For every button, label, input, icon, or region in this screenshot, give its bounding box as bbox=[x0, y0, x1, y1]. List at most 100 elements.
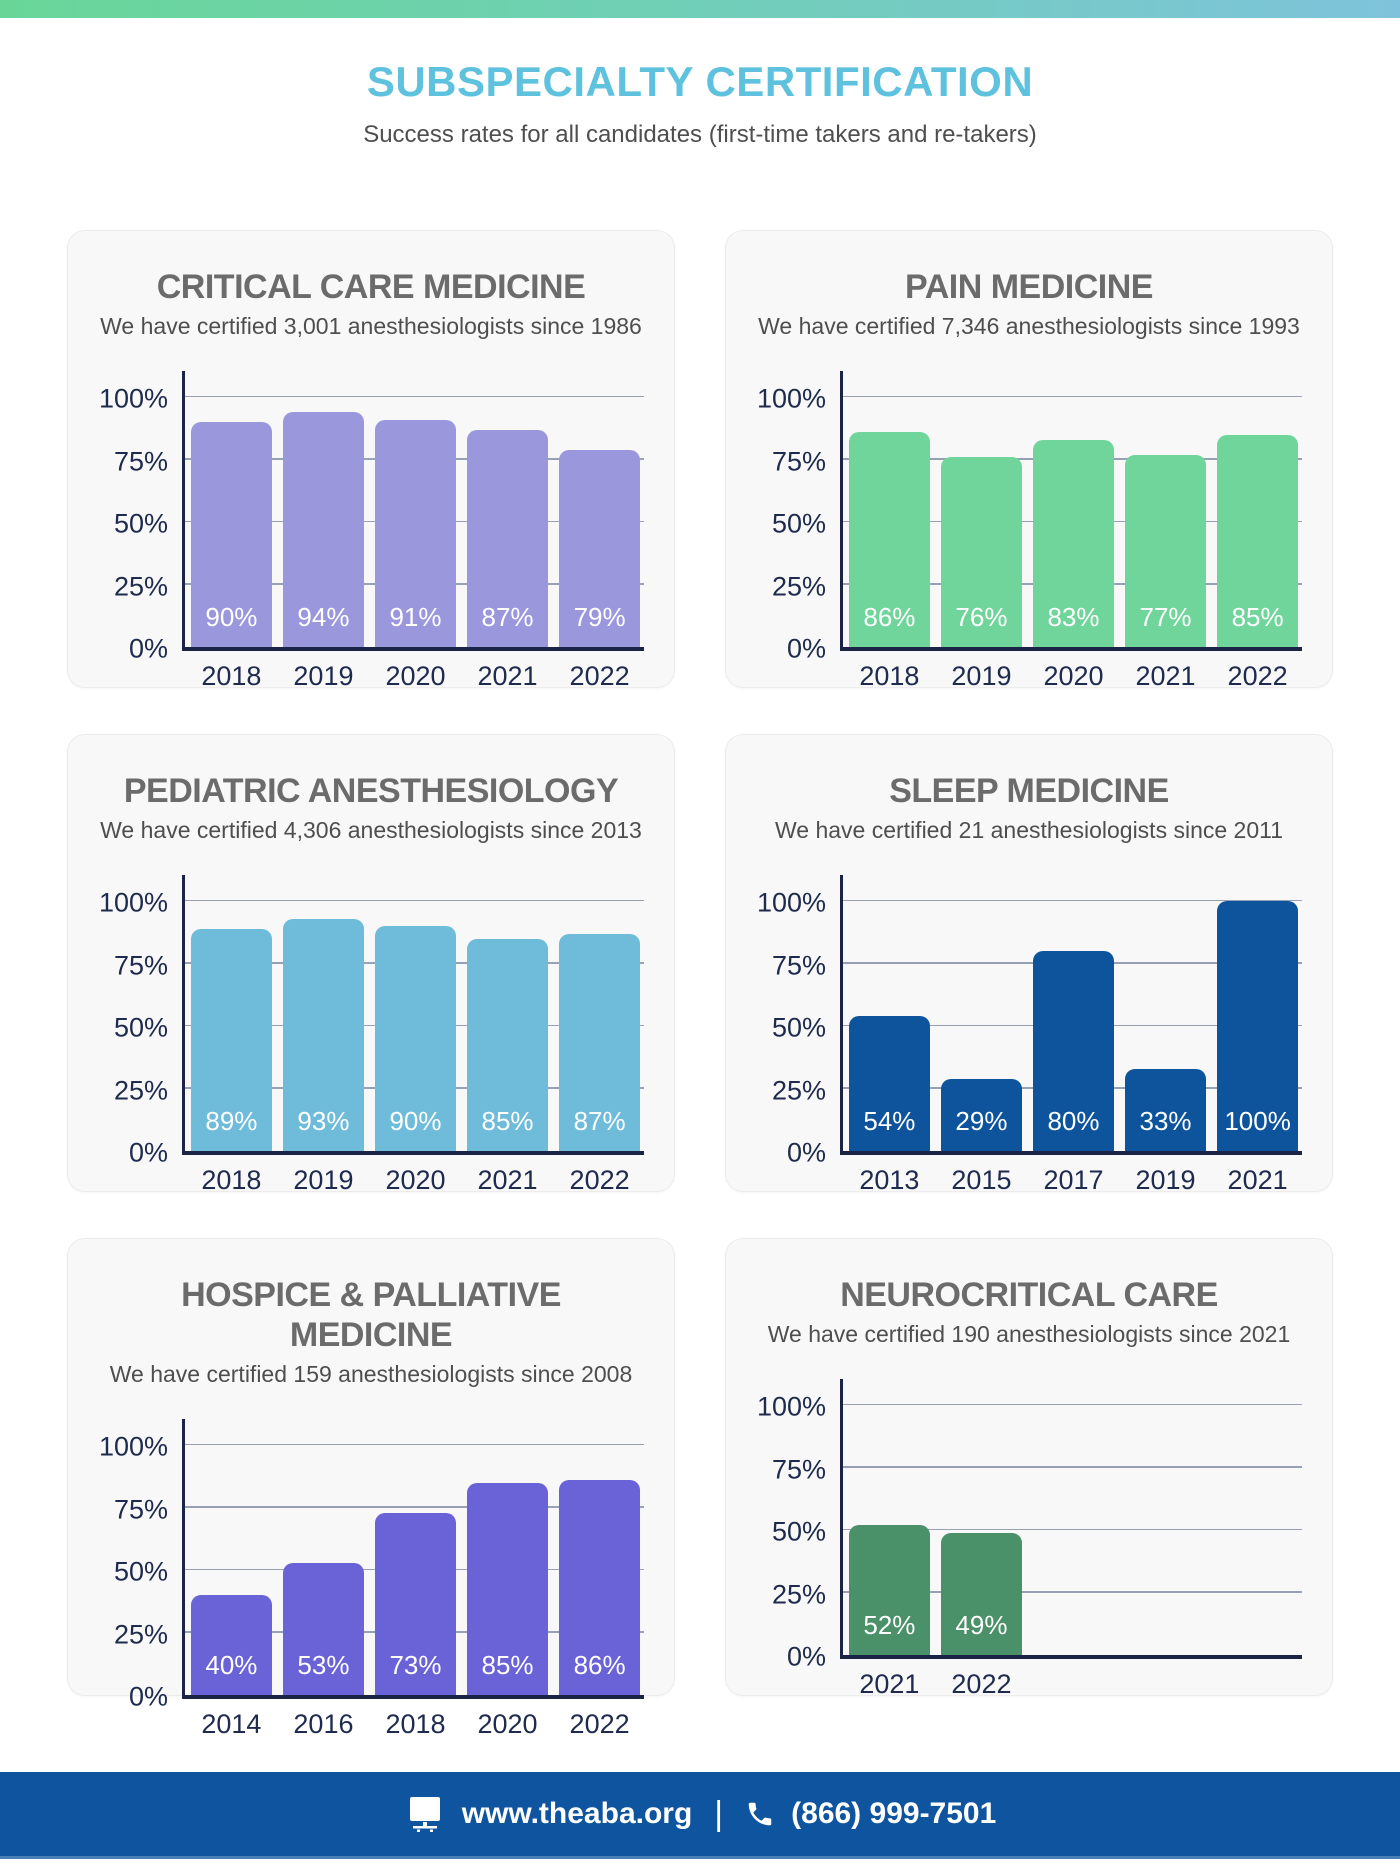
gridline bbox=[185, 1443, 644, 1445]
gridline bbox=[843, 1591, 1302, 1593]
bar-slot: 85% bbox=[467, 1482, 548, 1695]
bars-group: 54% 29% 80% 33% 100% bbox=[849, 875, 1298, 1151]
bar-2020: 85% bbox=[467, 1482, 548, 1695]
bars-group: 89% 93% 90% 85% 87% bbox=[191, 875, 640, 1151]
x-axis-label-2022: 2022 bbox=[1227, 661, 1288, 691]
bar-2013: 54% bbox=[849, 1016, 930, 1151]
y-axis: 100% 75% 50% 25% 0% bbox=[756, 875, 840, 1168]
y-tick-label: 100% bbox=[756, 383, 826, 414]
bar-value-label: 86% bbox=[863, 602, 916, 632]
y-axis: 100% 75% 50% 25% 0% bbox=[98, 875, 182, 1168]
bar-slot: 94% bbox=[283, 412, 364, 647]
bar-value-label: 80% bbox=[1047, 1106, 1100, 1136]
y-tick-label: 100% bbox=[98, 1431, 168, 1462]
x-axis-label-2021: 2021 bbox=[859, 1669, 920, 1699]
y-tick-label: 0% bbox=[128, 1137, 168, 1168]
chart-subtitle: We have certified 159 anesthesiologists … bbox=[109, 1361, 633, 1387]
bar-2022: 79% bbox=[559, 449, 640, 647]
bar-chart: 100% 75% 50% 25% 0% 86% 76% 83% 77% 85% 2018 2019 20… bbox=[756, 371, 1302, 692]
bar-slot: 89% bbox=[191, 928, 272, 1151]
y-tick-label: 100% bbox=[756, 1391, 826, 1422]
chart-title: PEDIATRIC ANESTHESIOLOGY bbox=[123, 772, 619, 810]
x-axis-label-2020: 2020 bbox=[1043, 661, 1104, 691]
bars-group: 52% 49% bbox=[849, 1379, 1298, 1655]
y-tick-label: 25% bbox=[113, 1619, 168, 1649]
bar-slot: 86% bbox=[849, 432, 930, 647]
bar-value-label: 85% bbox=[481, 1106, 534, 1136]
bar-chart: 100% 75% 50% 25% 0% 40% 53% 73% 85% 86% 2014 2016 20… bbox=[98, 1419, 644, 1740]
bar-2020: 91% bbox=[375, 419, 456, 647]
x-axis-label-2017: 2017 bbox=[1043, 1165, 1104, 1195]
bar-value-label: 87% bbox=[481, 602, 534, 632]
bar-slot: 53% bbox=[283, 1562, 364, 1695]
bar-value-label: 33% bbox=[1139, 1106, 1192, 1136]
plot-area: 86% 76% 83% 77% 85% bbox=[840, 371, 1302, 651]
bar-slot: 100% bbox=[1217, 901, 1298, 1151]
chart-subtitle: We have certified 7,346 anesthesiologist… bbox=[758, 313, 1300, 339]
bar-value-label: 94% bbox=[297, 602, 350, 632]
bar-slot: 49% bbox=[941, 1532, 1022, 1655]
bar-value-label: 29% bbox=[955, 1106, 1008, 1136]
x-axis-label-2022: 2022 bbox=[569, 1709, 630, 1739]
bar-2021: 77% bbox=[1125, 454, 1206, 647]
bars-group: 90% 94% 91% 87% 79% bbox=[191, 371, 640, 647]
y-tick-label: 75% bbox=[771, 950, 826, 980]
x-axis-label-2022: 2022 bbox=[569, 1165, 630, 1195]
y-tick-label: 75% bbox=[113, 446, 168, 476]
chart-card-neurocritical-care: NEUROCRITICAL CARE We have certified 190… bbox=[725, 1238, 1333, 1699]
bar-slot: 54% bbox=[849, 1016, 930, 1151]
x-axis-labels: 2021 2022 bbox=[843, 1659, 1302, 1700]
y-tick-label: 50% bbox=[771, 508, 826, 539]
bar-value-label: 76% bbox=[955, 602, 1008, 632]
x-axis-label-2020: 2020 bbox=[385, 661, 446, 691]
bar-2022: 85% bbox=[1217, 434, 1298, 647]
footer-separator: | bbox=[714, 1794, 724, 1833]
y-tick-label: 75% bbox=[113, 1494, 168, 1524]
gridline bbox=[185, 899, 644, 901]
chart-title: HOSPICE & PALLIATIVE MEDICINE bbox=[181, 1276, 561, 1354]
x-axis-label-empty bbox=[1217, 1669, 1298, 1700]
bar-value-label: 52% bbox=[863, 1610, 916, 1640]
x-axis-label-2022: 2022 bbox=[951, 1669, 1012, 1699]
gridline bbox=[843, 1528, 1302, 1530]
x-axis-label-2021: 2021 bbox=[1227, 1165, 1288, 1195]
y-tick-label: 75% bbox=[771, 446, 826, 476]
y-tick-label: 0% bbox=[128, 1681, 168, 1712]
x-axis-label-empty bbox=[1125, 1669, 1206, 1700]
y-tick-label: 50% bbox=[771, 1012, 826, 1043]
charts-grid: CRITICAL CARE MEDICINE We have certified… bbox=[67, 230, 1333, 1739]
chart-subtitle: We have certified 4,306 anesthesiologist… bbox=[100, 817, 642, 843]
bar-value-label: 49% bbox=[955, 1610, 1008, 1640]
x-axis-label-empty bbox=[1033, 1669, 1114, 1700]
x-axis-label-2018: 2018 bbox=[201, 661, 262, 691]
chart-subtitle: We have certified 21 anesthesiologists s… bbox=[774, 817, 1283, 843]
plot-area: 54% 29% 80% 33% 100% bbox=[840, 875, 1302, 1155]
bar-slot: 90% bbox=[375, 926, 456, 1151]
plot-area: 52% 49% bbox=[840, 1379, 1302, 1659]
bar-2018: 86% bbox=[849, 432, 930, 647]
bar-chart: 100% 75% 50% 25% 0% 54% 29% 80% 33% 100% 2013 2015 2… bbox=[756, 875, 1302, 1196]
y-tick-label: 0% bbox=[128, 633, 168, 664]
y-tick-label: 25% bbox=[113, 1075, 168, 1105]
bar-value-label: 83% bbox=[1047, 602, 1100, 632]
header-gradient-bar bbox=[0, 0, 1400, 18]
bar-slot: 87% bbox=[467, 429, 548, 647]
y-tick-label: 0% bbox=[786, 1641, 826, 1672]
bar-value-label: 40% bbox=[205, 1650, 258, 1680]
y-tick-label: 50% bbox=[113, 508, 168, 539]
bar-slot: 87% bbox=[559, 933, 640, 1151]
bar-2021: 52% bbox=[849, 1525, 930, 1655]
y-axis: 100% 75% 50% 25% 0% bbox=[756, 371, 840, 664]
bar-chart: 100% 75% 50% 25% 0% 90% 94% 91% 87% 79% 2018 2019 20… bbox=[98, 371, 644, 692]
y-axis: 100% 75% 50% 25% 0% bbox=[98, 371, 182, 664]
bar-2020: 83% bbox=[1033, 439, 1114, 647]
bars-group: 40% 53% 73% 85% 86% bbox=[191, 1419, 640, 1695]
bar-slot: 79% bbox=[559, 449, 640, 647]
x-axis-label-2018: 2018 bbox=[201, 1165, 262, 1195]
bar-2018: 90% bbox=[191, 422, 272, 647]
bar-chart: 100% 75% 50% 25% 0% 89% 93% 90% 85% 87% 2018 2019 20… bbox=[98, 875, 644, 1196]
bar-value-label: 100% bbox=[1224, 1106, 1291, 1136]
chart-card-sleep-medicine: SLEEP MEDICINE We have certified 21 anes… bbox=[725, 734, 1333, 1195]
x-axis-label-2018: 2018 bbox=[859, 661, 920, 691]
x-axis-label-2019: 2019 bbox=[293, 661, 354, 691]
